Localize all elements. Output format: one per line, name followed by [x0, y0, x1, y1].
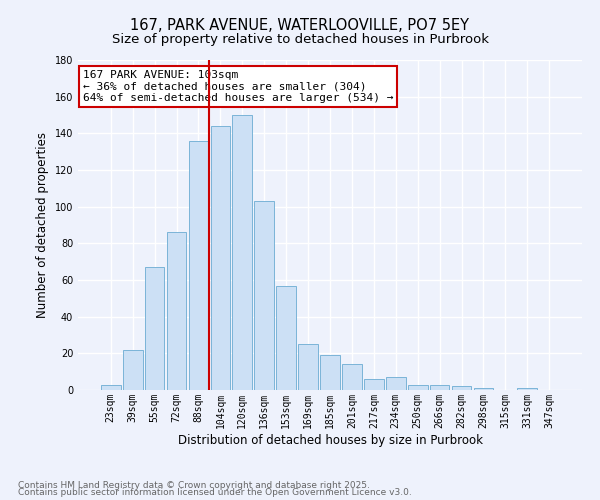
- Text: 167 PARK AVENUE: 103sqm
← 36% of detached houses are smaller (304)
64% of semi-d: 167 PARK AVENUE: 103sqm ← 36% of detache…: [83, 70, 394, 103]
- Bar: [430, 384, 449, 390]
- Bar: [298, 344, 318, 390]
- X-axis label: Distribution of detached houses by size in Purbrook: Distribution of detached houses by size …: [178, 434, 482, 446]
- Bar: [232, 115, 252, 390]
- Bar: [452, 386, 472, 390]
- Bar: [276, 286, 296, 390]
- Y-axis label: Number of detached properties: Number of detached properties: [36, 132, 49, 318]
- Bar: [408, 384, 428, 390]
- Bar: [386, 377, 406, 390]
- Bar: [167, 232, 187, 390]
- Text: Contains HM Land Registry data © Crown copyright and database right 2025.: Contains HM Land Registry data © Crown c…: [18, 480, 370, 490]
- Bar: [517, 388, 537, 390]
- Bar: [188, 140, 208, 390]
- Bar: [123, 350, 143, 390]
- Bar: [101, 384, 121, 390]
- Bar: [342, 364, 362, 390]
- Text: Contains public sector information licensed under the Open Government Licence v3: Contains public sector information licen…: [18, 488, 412, 497]
- Bar: [254, 201, 274, 390]
- Bar: [211, 126, 230, 390]
- Bar: [364, 379, 384, 390]
- Text: Size of property relative to detached houses in Purbrook: Size of property relative to detached ho…: [112, 32, 488, 46]
- Bar: [145, 267, 164, 390]
- Bar: [473, 388, 493, 390]
- Bar: [320, 355, 340, 390]
- Text: 167, PARK AVENUE, WATERLOOVILLE, PO7 5EY: 167, PARK AVENUE, WATERLOOVILLE, PO7 5EY: [131, 18, 470, 32]
